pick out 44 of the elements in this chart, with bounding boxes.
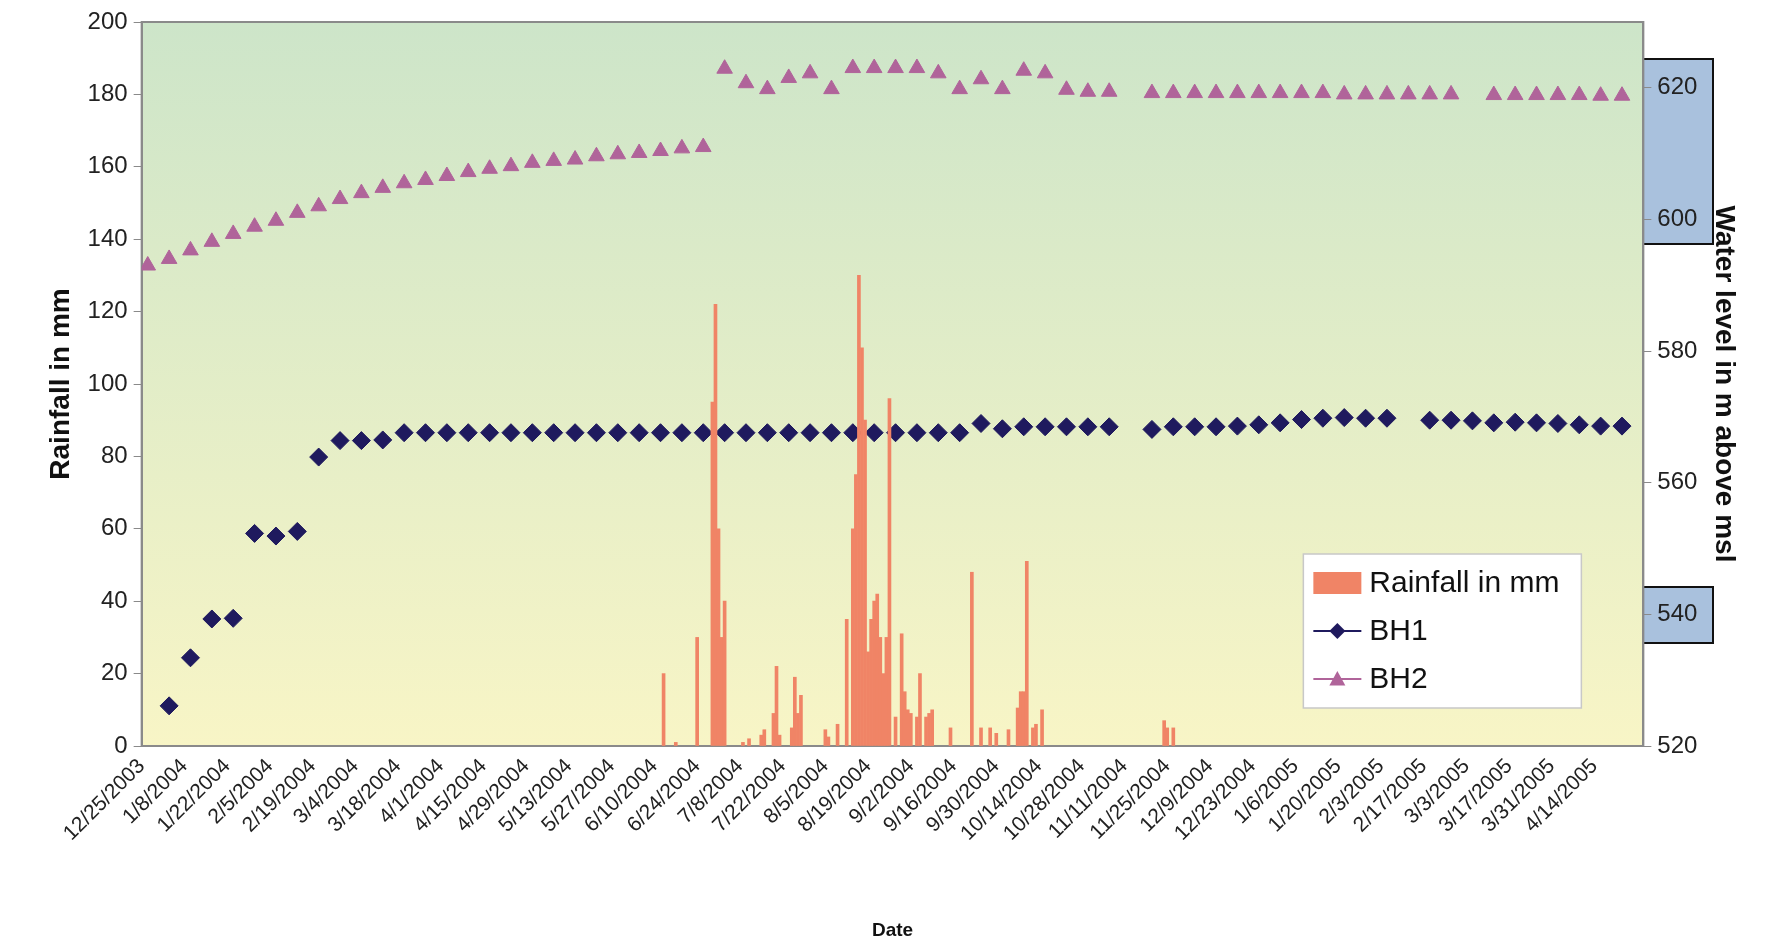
y-tick-label: 20 — [100, 658, 128, 686]
y-tick-label: 60 — [100, 513, 128, 541]
bar — [793, 676, 797, 746]
y-tick-label: 80 — [100, 441, 128, 469]
bar — [994, 733, 999, 746]
bar — [673, 742, 678, 746]
bar — [1171, 727, 1176, 746]
y2-tick-label: 560 — [1657, 467, 1698, 495]
bar — [875, 593, 880, 746]
bar — [844, 618, 849, 746]
legend-label: BH1 — [1369, 613, 1428, 647]
legend-label: BH2 — [1369, 661, 1428, 695]
y-tick-label: 160 — [87, 151, 128, 179]
bar — [988, 727, 992, 746]
y2-tick-label: 520 — [1657, 730, 1698, 758]
bar — [1162, 720, 1166, 746]
bar — [970, 571, 974, 746]
y-tick-label: 100 — [87, 368, 128, 396]
legend-label: Rainfall in mm — [1369, 565, 1560, 599]
bar — [799, 694, 803, 746]
y2-tick-label: 600 — [1657, 204, 1698, 232]
bar — [1040, 709, 1044, 746]
y2-axis-title: Water level in m above msl — [1710, 205, 1742, 563]
y-tick-label: 0 — [114, 730, 128, 758]
bar — [979, 727, 983, 746]
y-axis-title: Rainfall in mm — [43, 288, 75, 480]
bar — [741, 742, 745, 746]
y-tick-label: 140 — [87, 223, 128, 251]
bar — [1024, 561, 1029, 746]
y-tick-label: 40 — [100, 585, 128, 613]
bar — [930, 709, 935, 746]
y2-tick-label: 580 — [1657, 335, 1698, 363]
bar — [1034, 723, 1038, 746]
y2-tick-label: 620 — [1657, 72, 1698, 100]
bar — [747, 738, 751, 746]
y-tick-label: 200 — [87, 6, 128, 34]
bar — [695, 637, 699, 746]
y-tick-label: 120 — [87, 296, 128, 324]
bar — [908, 713, 913, 746]
bar — [762, 729, 767, 746]
y-tick-label: 180 — [87, 79, 128, 107]
y2-tick-label: 540 — [1657, 598, 1698, 626]
bar — [918, 673, 922, 746]
x-axis-title: Date — [871, 918, 914, 940]
